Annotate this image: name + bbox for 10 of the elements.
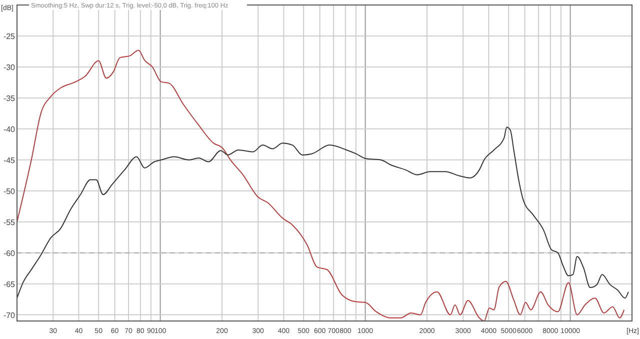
y-tick-label: -25: [3, 32, 16, 41]
y-tick-label: -40: [3, 124, 16, 134]
y-tick-label: -55: [3, 218, 16, 227]
y-tick-label: -60: [3, 248, 16, 258]
y-tick-label: -70: [3, 310, 16, 320]
y-tick-label: -45: [3, 156, 16, 165]
y-tick-label: -50: [3, 186, 16, 196]
y-tick-label: -35: [3, 94, 16, 103]
y-tick-label: -30: [3, 62, 16, 72]
y-tick-label: -65: [3, 280, 16, 289]
